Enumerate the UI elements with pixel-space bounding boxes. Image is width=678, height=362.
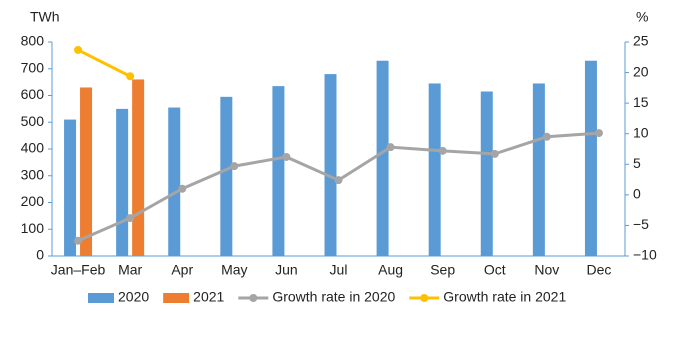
bar [132,79,145,256]
point [334,176,343,185]
point [74,45,83,54]
y2-tick-label: 10 [633,124,649,140]
y2-tick-label: 0 [633,186,641,202]
bar [428,83,441,257]
point [490,149,499,158]
point [178,184,187,193]
y2-tick-label: 5 [633,155,641,171]
y2-tick-label: −10 [633,247,657,263]
bar [584,60,597,256]
y2-tick-label: 20 [633,63,649,79]
y-tick-label: 100 [21,220,45,236]
point [74,236,83,245]
y-tick-label: 0 [36,247,44,263]
x-tick-label: Jun [275,262,298,278]
x-tick-label: Jan–Feb [51,262,106,278]
y-tick-label: 600 [21,86,45,102]
x-tick-label: May [221,262,247,278]
x-tick-label: Dec [587,262,612,278]
legend-label: 2020 [118,289,149,305]
y2-tick-label: 25 [633,33,649,49]
bar [532,83,545,257]
legend-label: Growth rate in 2020 [272,289,395,305]
legend-point [249,294,258,302]
bar [168,107,181,256]
y-tick-label: 300 [21,166,45,182]
y-tick-label: 400 [21,140,45,156]
x-tick-label: Sep [430,262,455,278]
bar [376,60,389,256]
bar [480,91,493,256]
legend-swatch [163,293,190,303]
point [594,129,603,138]
line [77,48,131,78]
y-axis-title: TWh [30,9,60,25]
point [542,132,551,141]
point [126,214,135,223]
bar [80,87,93,256]
legend-label: 2021 [193,289,224,305]
point [386,143,395,152]
x-tick-label: Oct [484,262,506,278]
line [77,131,600,243]
x-tick-label: Nov [534,262,559,278]
bar [116,108,129,256]
legend-point [420,294,429,302]
y2-tick-label: 15 [633,94,649,110]
x-tick-label: Apr [171,262,193,278]
bar [272,86,285,256]
y-tick-label: 500 [21,113,45,129]
x-tick-label: Jul [330,262,348,278]
y-tick-label: 700 [21,59,45,75]
bar [220,96,233,257]
bar [324,74,337,256]
point [230,162,239,171]
bar [64,119,77,256]
y2-axis-title: % [636,9,648,25]
x-tick-label: Aug [378,262,403,278]
x-tick-label: Mar [118,262,142,278]
point [438,146,447,155]
y-tick-label: 800 [21,33,45,49]
point [126,72,135,81]
point [282,152,291,161]
legend-label: Growth rate in 2021 [443,289,566,305]
legend-swatch [88,293,114,303]
y2-tick-label: −5 [633,216,649,232]
y-tick-label: 200 [21,193,45,209]
